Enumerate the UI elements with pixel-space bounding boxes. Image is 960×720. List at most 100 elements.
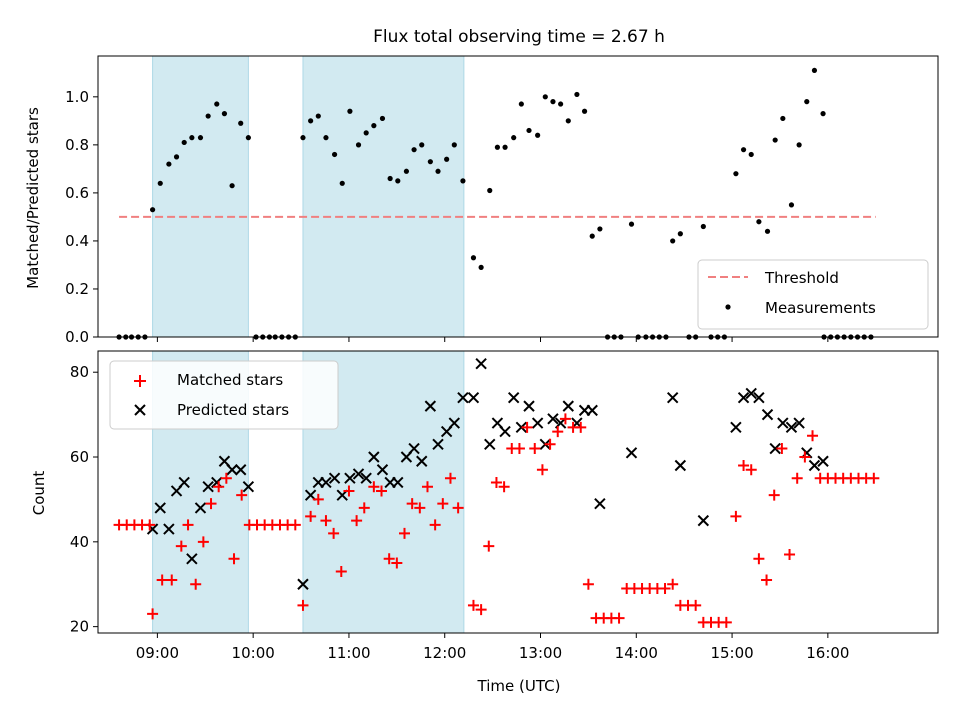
measurement-point [772,137,778,143]
predicted-star-point [242,480,255,493]
measurement-point [444,156,450,162]
top-y-tick-label: 0.4 [65,232,89,250]
matched-star-point [544,438,556,450]
predicted-star-point [186,553,198,565]
matched-star-point [358,502,370,514]
measurement-point [518,101,524,107]
measurement-point [740,147,747,153]
measurement-point [558,101,564,107]
measurement-point [677,231,683,237]
measurement-point [511,135,517,141]
predicted-star-point [352,468,365,480]
measurement-point [597,226,603,232]
matched-star-point [376,485,388,497]
predicted-star-point [457,391,469,404]
predicted-star-point [328,472,341,484]
measurement-point [229,183,235,189]
measurement-point [550,99,556,105]
top-y-tick-label: 1.0 [65,88,89,106]
matched-star-point [720,616,732,628]
matched-star-point [868,472,880,484]
predicted-star-point [777,417,789,429]
measurement-point [331,151,338,158]
matched-star-point [475,604,487,616]
measurement-point [494,144,501,150]
predicted-star-point [808,459,821,472]
matched-star-point [483,540,495,552]
predicted-star-point [178,476,190,489]
top-y-tick-label: 0.6 [65,184,89,202]
matched-star-point [429,519,441,531]
bottom-x-tick-label: 13:00 [519,644,562,662]
matched-star-point [182,519,194,531]
measurement-point [820,111,826,117]
matched-star-point [799,451,811,463]
bottom-legend: Matched stars Predicted stars [109,360,339,430]
predicted-star-point [163,523,175,535]
matched-star-point [730,510,742,522]
measurement-point [487,187,493,194]
measurement-point [339,180,345,186]
matched-star-point [467,599,479,611]
bottom-axes-frame [97,350,939,634]
predicted-star-point [586,404,598,417]
matched-star-point [761,574,773,586]
measurement-point [214,101,220,107]
matched-star-point [156,574,168,586]
predicted-star-point [344,472,356,484]
matched-star-point [498,481,510,493]
predicted-star-point [226,464,238,476]
top-shaded-span [152,55,249,338]
measurement-point [542,94,548,100]
measurement-point [780,115,786,122]
predicted-star-point [297,578,309,590]
bottom-x-tick-label: 15:00 [710,644,753,662]
matched-star-point [147,608,159,620]
matched-star-point [406,498,418,510]
measurement-point [238,120,244,126]
measurement-point [411,147,417,153]
measurement-point [403,168,410,174]
measurement-point [628,221,635,227]
predicted-star-point [475,358,487,370]
bottom-x-tick-label: 12:00 [423,644,466,662]
measurement-point [189,135,195,141]
measurement-point [149,207,156,213]
matched-star-point [738,459,750,471]
matched-star-point [391,557,403,569]
matched-star-point [335,566,347,578]
measurement-point [181,139,187,146]
matched-star-point [437,498,449,510]
measurement-point [565,118,571,124]
measurement-point [157,180,163,186]
predicted-star-point [416,455,428,467]
matched-star-point [328,527,340,539]
matched-star-point [220,472,232,484]
measurement-point [427,159,433,165]
matched-star-point [582,578,594,590]
predicted-star-point [376,464,389,476]
bottom-x-tick-label: 10:00 [232,644,275,662]
predicted-star-point [745,387,757,400]
legend-measurement-swatch [725,304,731,310]
measurement-point [589,233,595,239]
predicted-star-point [594,497,606,510]
matched-star-point [398,527,410,539]
x-axis-label: Time (UTC) [477,677,561,695]
matched-star-point [776,443,788,455]
matched-star-point [351,515,363,527]
predicted-star-point [360,472,372,484]
matched-star-point [444,472,456,484]
measurement-point [526,127,532,134]
matched-star-point [536,464,548,476]
measurement-point [535,132,541,138]
predicted-star-point [523,400,535,412]
matched-star-point [383,553,395,565]
matched-star-point [175,540,187,552]
measurement-point [379,115,386,122]
measurement-point [371,123,377,129]
chart-title: Flux total observing time = 2.67 h [373,27,665,47]
predicted-star-point [202,480,214,493]
legend-matched-swatch [134,375,146,387]
measurement-point [478,264,484,270]
